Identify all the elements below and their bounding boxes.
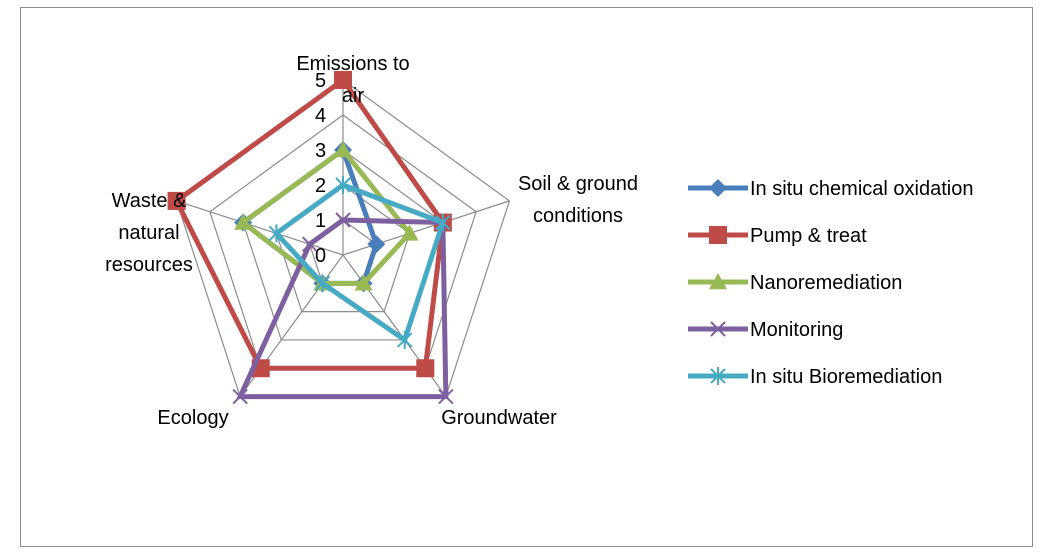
tick-label: 4	[315, 105, 326, 127]
data-point	[334, 141, 352, 158]
series-line	[173, 76, 446, 371]
data-point	[335, 176, 351, 194]
legend-item: Monitoring	[688, 319, 843, 341]
radar-grid	[175, 79, 511, 398]
category-label: Groundwater	[441, 407, 557, 429]
grid-spoke	[176, 200, 344, 256]
category-labels: Emissions to air Soil & ground conditions Gr…	[105, 53, 638, 429]
data-point	[709, 226, 727, 244]
category-label: Ecology	[157, 407, 228, 429]
data-point	[232, 388, 248, 405]
legend-label: Nanoremediation	[750, 272, 902, 294]
data-point	[167, 191, 186, 210]
legend-label: In situ chemical oxidation	[750, 178, 973, 200]
data-point	[710, 367, 726, 385]
radial-tick-labels: 0 1 2 3 4 5	[315, 70, 326, 267]
legend-item: Nanoremediation	[688, 272, 902, 294]
category-label: Waste & natural resources	[105, 190, 193, 276]
category-label: Soil & ground conditions	[518, 173, 638, 227]
tick-label: 3	[315, 140, 326, 162]
legend-item: Pump & treat	[688, 225, 867, 247]
data-point	[397, 330, 413, 349]
data-point	[314, 274, 331, 293]
category-label: Emissions to air	[296, 53, 409, 107]
tick-label: 0	[315, 245, 326, 267]
legend-item: In situ Bioremediation	[688, 366, 942, 388]
data-point	[435, 213, 451, 232]
data-point	[367, 235, 386, 254]
radar-chart: 0 1 2 3 4 5 Emissions to air Soil & ground condi…	[105, 53, 973, 429]
data-point	[710, 321, 726, 337]
chart-frame: 0 1 2 3 4 5 Emissions to air Soil & ground condi…	[20, 7, 1033, 547]
data-point	[302, 236, 318, 252]
legend-label: Pump & treat	[750, 225, 867, 247]
legend: In situ chemical oxidation Pump & treat Na…	[688, 178, 973, 388]
legend-label: Monitoring	[750, 319, 843, 341]
series-line	[272, 182, 446, 344]
data-point	[234, 213, 253, 230]
tick-label: 5	[315, 70, 326, 92]
data-point	[354, 274, 373, 291]
series-4	[268, 176, 451, 349]
data-point	[335, 212, 351, 228]
legend-label: In situ Bioremediation	[750, 366, 942, 388]
data-point	[438, 388, 454, 405]
data-point	[268, 224, 285, 243]
series-2	[234, 141, 419, 291]
data-point	[416, 359, 435, 378]
tick-label: 1	[315, 210, 326, 232]
data-point	[400, 224, 419, 241]
tick-label: 2	[315, 175, 326, 197]
series-line	[236, 217, 449, 400]
legend-item: In situ chemical oxidation	[688, 178, 973, 200]
series-layer	[167, 71, 454, 405]
data-point	[709, 179, 727, 197]
data-point	[334, 71, 352, 89]
data-point	[709, 273, 727, 290]
